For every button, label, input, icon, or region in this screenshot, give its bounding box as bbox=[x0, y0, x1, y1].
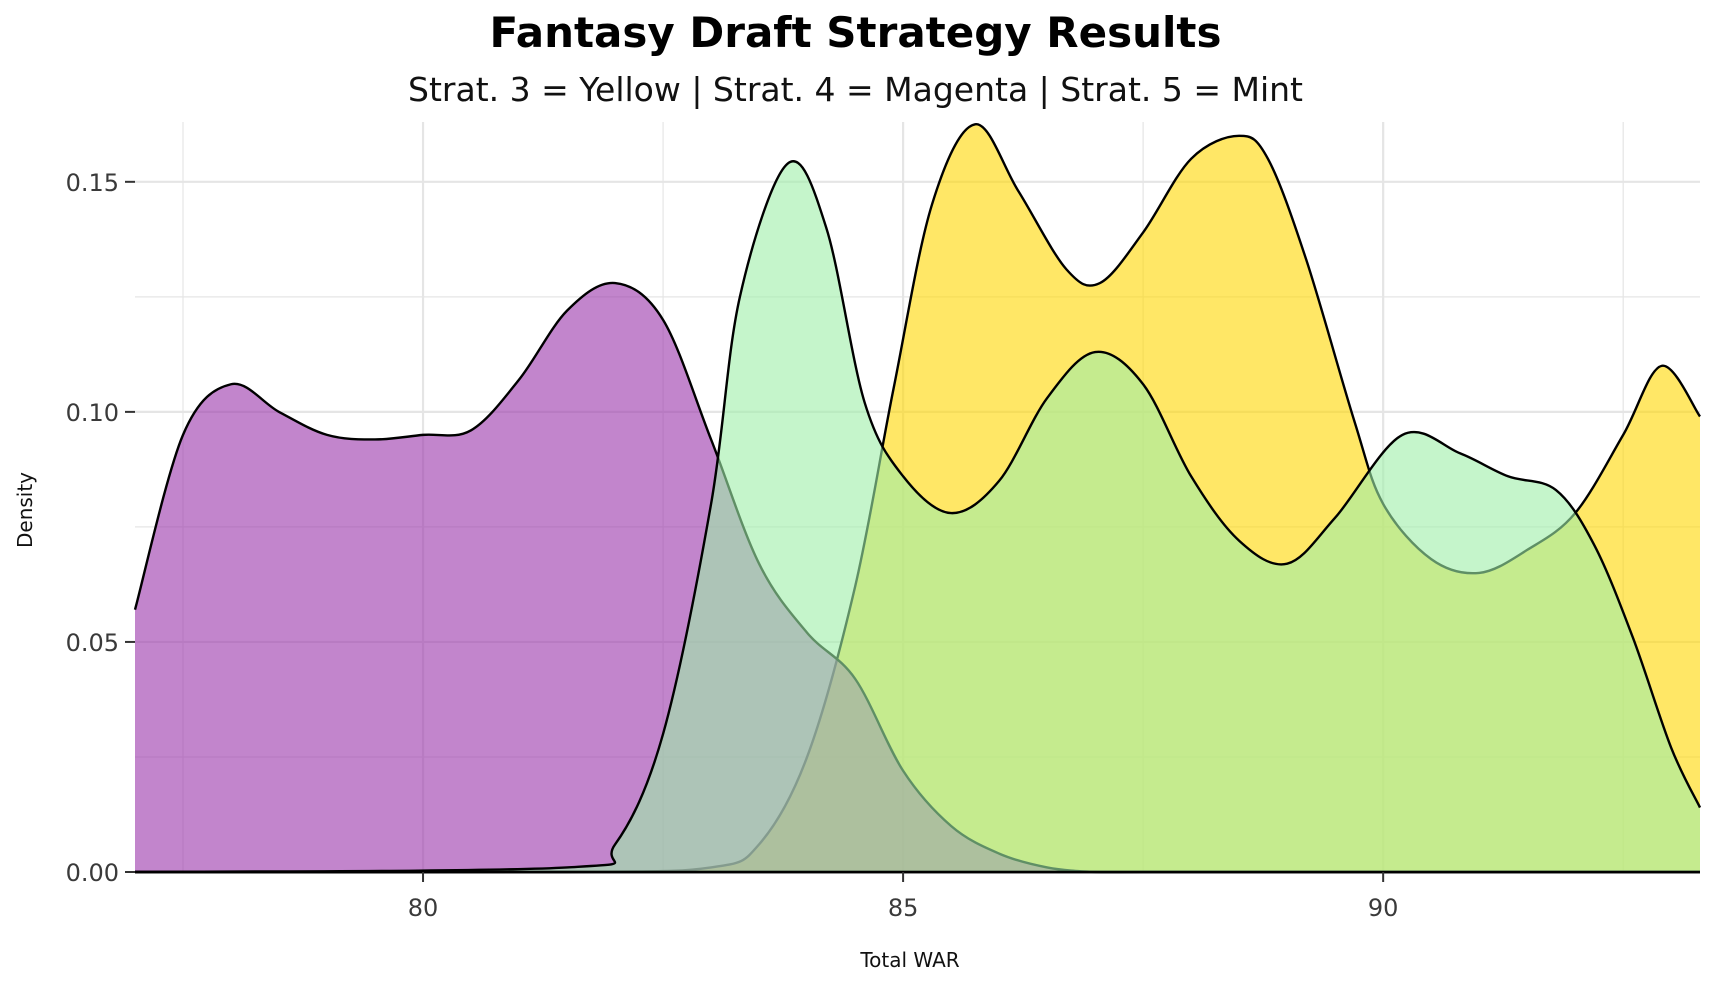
axes: 80 85 90 0.00 0.05 0.10 0.15 bbox=[66, 169, 1399, 922]
x-axis-title: Total WAR bbox=[859, 948, 959, 972]
density-area-magenta bbox=[135, 282, 1700, 873]
y-tick-label: 0.00 bbox=[66, 859, 119, 887]
y-tick-label: 0.15 bbox=[66, 169, 119, 197]
y-axis-title: Density bbox=[13, 472, 37, 548]
x-tick-label: 90 bbox=[1368, 894, 1399, 922]
density-area-mint-outline bbox=[134, 160, 1702, 874]
density-area-mint bbox=[135, 161, 1700, 872]
chart-subtitle: Strat. 3 = Yellow | Strat. 4 = Magenta |… bbox=[408, 70, 1303, 109]
y-tick-label: 0.10 bbox=[66, 399, 119, 427]
x-tick-label: 80 bbox=[408, 894, 439, 922]
density-areas bbox=[133, 123, 1702, 874]
x-tick-label: 85 bbox=[888, 894, 919, 922]
y-tick-label: 0.05 bbox=[66, 629, 119, 657]
chart-title: Fantasy Draft Strategy Results bbox=[489, 8, 1222, 57]
